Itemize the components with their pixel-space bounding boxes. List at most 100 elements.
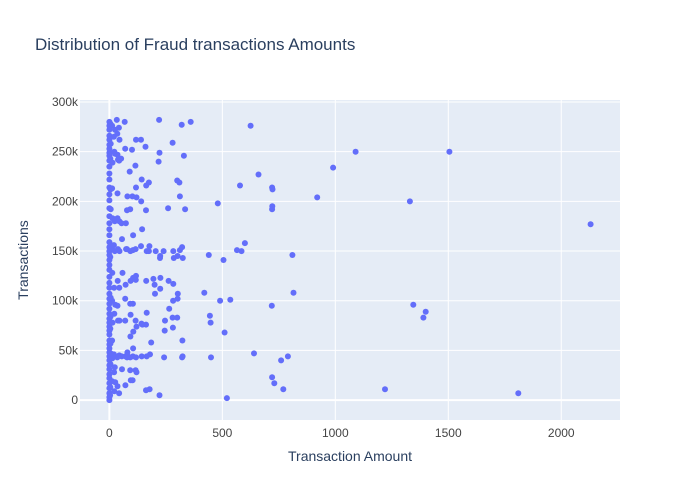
data-point [179, 255, 186, 261]
data-point [116, 317, 123, 324]
data-point [133, 136, 139, 143]
data-point [284, 353, 291, 360]
data-point [107, 140, 114, 147]
data-point [127, 311, 134, 318]
data-point [187, 118, 194, 125]
data-point [156, 392, 163, 399]
data-point [138, 243, 144, 250]
y-tick-label: 100k [52, 294, 79, 308]
data-point [280, 386, 287, 393]
data-point [129, 300, 136, 307]
data-point [515, 390, 522, 397]
data-point [161, 327, 168, 334]
data-point [111, 388, 118, 395]
data-point [269, 206, 276, 213]
data-point [314, 194, 321, 201]
data-point [410, 301, 417, 308]
data-point [111, 364, 118, 371]
data-point [133, 323, 140, 330]
data-point [106, 262, 113, 268]
data-point [106, 366, 113, 373]
data-point [217, 297, 224, 304]
y-tick-label: 150k [52, 244, 79, 258]
data-point [169, 139, 176, 146]
y-axis-title: Transactions [15, 220, 31, 300]
data-point [174, 290, 181, 297]
data-point [174, 295, 181, 302]
plot-area [80, 100, 620, 420]
data-point [220, 257, 227, 263]
data-point [251, 350, 257, 357]
data-point [238, 248, 245, 255]
data-point [201, 289, 208, 296]
data-point [269, 374, 276, 381]
data-point [587, 221, 594, 228]
data-point [118, 220, 125, 227]
data-point [106, 305, 113, 312]
data-point [132, 276, 139, 283]
y-tick-label: 50k [59, 343, 79, 357]
data-point [138, 198, 145, 205]
data-point [133, 194, 140, 201]
data-point [170, 248, 177, 255]
data-point [182, 206, 189, 213]
data-point [119, 269, 126, 276]
x-axis-ticks: 0 500 1000 1500 2000 [106, 426, 575, 440]
data-point [145, 248, 152, 255]
data-point [116, 136, 123, 143]
data-point [139, 226, 146, 233]
data-point [122, 295, 129, 302]
data-point [106, 220, 113, 227]
data-point [148, 339, 155, 346]
data-point [114, 151, 121, 158]
data-point [114, 383, 121, 390]
data-point [170, 297, 177, 304]
data-point [151, 281, 158, 288]
data-point [166, 305, 173, 312]
data-point [143, 277, 150, 284]
data-point [129, 146, 135, 153]
x-tick-label: 1000 [322, 426, 349, 440]
data-point [227, 296, 234, 303]
x-tick-label: 1500 [435, 426, 462, 440]
data-point [119, 366, 125, 373]
data-point [115, 124, 122, 131]
x-tick-label: 2000 [548, 426, 575, 440]
data-point [110, 242, 117, 249]
data-point [116, 248, 123, 255]
data-point [289, 252, 296, 258]
data-point [422, 308, 429, 315]
data-point [269, 186, 276, 193]
data-point [111, 369, 118, 376]
data-point [146, 243, 153, 250]
data-point [174, 314, 181, 321]
data-point [157, 285, 164, 292]
data-point [106, 197, 113, 204]
data-point [162, 317, 168, 324]
data-point [330, 164, 337, 171]
data-point [109, 337, 116, 344]
data-point [114, 302, 121, 309]
data-point [138, 353, 145, 360]
data-point [208, 354, 214, 361]
data-point [113, 116, 120, 123]
data-point [234, 247, 240, 254]
data-point [126, 168, 133, 175]
data-point [420, 314, 427, 321]
x-tick-label: 500 [212, 426, 232, 440]
data-point [214, 200, 221, 207]
data-point [152, 290, 158, 297]
y-tick-label: 250k [52, 145, 79, 159]
data-point [138, 176, 145, 183]
data-point [237, 182, 243, 189]
data-point [132, 317, 139, 324]
data-point [121, 118, 128, 125]
data-point [147, 351, 153, 358]
data-point [156, 149, 163, 156]
data-point [106, 176, 113, 183]
data-point [155, 158, 162, 165]
data-point [223, 395, 230, 402]
data-point [109, 159, 116, 166]
